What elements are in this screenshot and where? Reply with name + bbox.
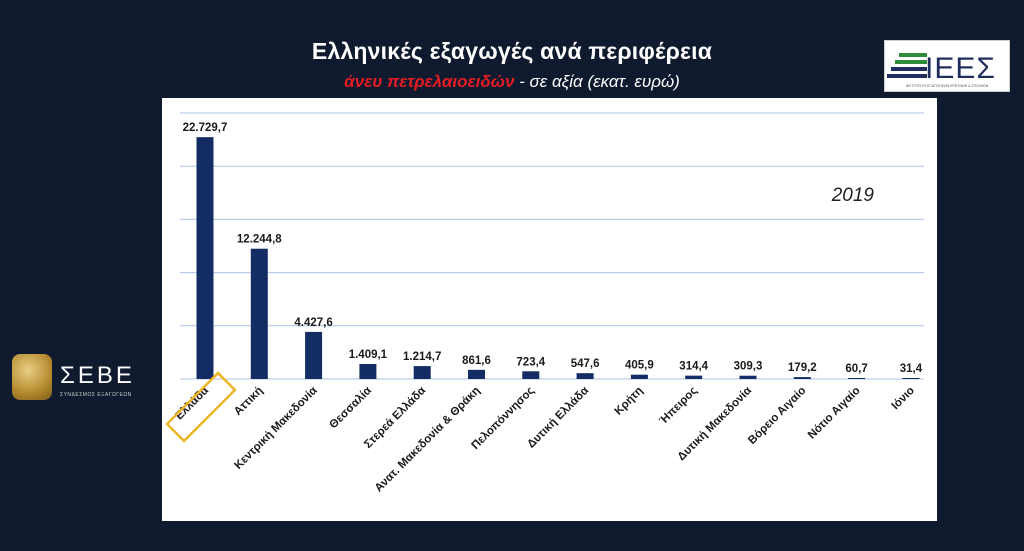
data-label: 179,2: [788, 362, 817, 374]
data-label: 314,4: [679, 361, 708, 373]
data-label: 861,6: [462, 355, 491, 367]
category-label: Κρήτη: [613, 385, 646, 418]
regional-exports-chart: 2019 22.729,7 Ελλάδα 12.244,8 Αττική 4.427,6 Κ…: [165, 112, 924, 495]
data-label: 1.214,7: [403, 351, 441, 363]
bar: [359, 364, 377, 379]
bar: [739, 375, 757, 379]
ieep-logo-text: ΙΕΕΣ: [925, 52, 996, 85]
category-label: Ανατ. Μακεδονία & Θράκη: [373, 385, 483, 495]
highlight-box: [165, 371, 237, 443]
bar: [305, 331, 323, 379]
data-label: 60,7: [845, 363, 867, 375]
bar: [685, 375, 703, 379]
ieep-logo: ΙΕΕΣ ΙΝΣΤΙΤΟΥΤΟ ΕΞΑΓΩΓΙΚΩΝ ΕΡΕΥΝΩΝ & ΣΠΟ…: [884, 40, 1010, 92]
data-label: 723,4: [516, 356, 545, 368]
year-annotation: 2019: [831, 185, 875, 206]
chart-panel: 2019 22.729,7 Ελλάδα 12.244,8 Αττική 4.427,6 Κ…: [162, 98, 937, 521]
data-label: 12.244,8: [237, 234, 282, 246]
subtitle-rest: - σε αξία (εκατ. ευρώ): [514, 72, 680, 91]
bar: [576, 373, 594, 379]
data-label: 309,3: [734, 361, 763, 373]
bar: [902, 378, 920, 379]
data-label: 4.427,6: [294, 317, 332, 329]
ieep-logo-tagline: ΙΝΣΤΙΤΟΥΤΟ ΕΞΑΓΩΓΙΚΩΝ ΕΡΕΥΝΩΝ & ΣΠΟΥΔΩΝ: [906, 84, 989, 88]
category-label: Θεσσαλία: [327, 385, 374, 432]
category-label: Νότιο Αιγαίο: [806, 385, 863, 442]
data-label: 22.729,7: [183, 122, 228, 134]
bar: [413, 366, 431, 379]
category-label: Βόρειο Αιγαίο: [746, 385, 808, 447]
data-label: 1.409,1: [349, 349, 388, 361]
bar: [793, 377, 811, 379]
highlight-box-frame: [165, 371, 237, 443]
category-label: Ήπειρος: [657, 385, 699, 427]
bar: [250, 248, 268, 379]
sebe-emblem-icon: [12, 354, 52, 400]
bar: [522, 371, 540, 379]
slide-subtitle: άνευ πετρελαιοειδών - σε αξία (εκατ. ευρ…: [0, 72, 1024, 92]
slide-title: Ελληνικές εξαγωγές ανά περιφέρεια: [311, 38, 713, 64]
category-label: Αττική: [232, 385, 265, 418]
data-label: 405,9: [625, 360, 654, 372]
category-label: Ιόνιο: [890, 385, 917, 412]
ieep-logo-mark: ΙΕΕΣ ΙΝΣΤΙΤΟΥΤΟ ΕΞΑΓΩΓΙΚΩΝ ΕΡΕΥΝΩΝ & ΣΠΟ…: [887, 52, 996, 88]
sebe-logo: ΣΕΒΕ ΣΥΝΔΕΣΜΟΣ ΕΞΑΓΩΓΕΩΝ: [12, 352, 132, 408]
bar: [196, 137, 214, 379]
bar: [630, 374, 648, 379]
bar: [468, 369, 485, 379]
bar: [848, 378, 866, 379]
sebe-logo-text: ΣΕΒΕ: [60, 362, 135, 389]
data-label: 547,6: [571, 358, 600, 370]
category-label: Ελλάδα: [173, 385, 211, 423]
data-label: 31,4: [900, 363, 923, 375]
sebe-logo-tagline: ΣΥΝΔΕΣΜΟΣ ΕΞΑΓΩΓΕΩΝ: [60, 392, 132, 398]
subtitle-accent: άνευ πετρελαιοειδών: [344, 72, 515, 91]
